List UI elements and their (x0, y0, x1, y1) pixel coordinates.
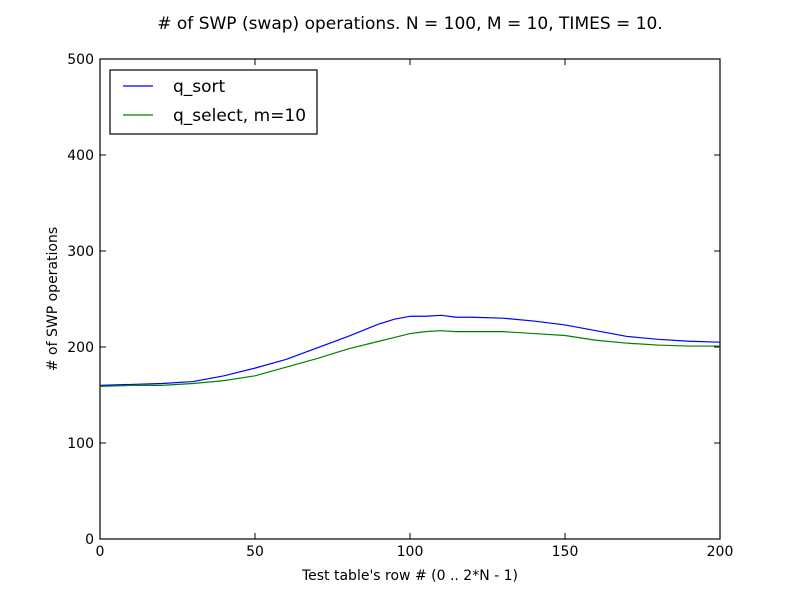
y-axis-label: # of SWP operations (45, 227, 61, 371)
legend-box (109, 69, 318, 135)
legend: q_sort q_select, m=10 (109, 69, 318, 135)
x-tick-label: 200 (707, 544, 734, 560)
x-tick-label: 150 (552, 544, 579, 560)
y-axis: 0 100 200 300 400 500 (67, 52, 720, 548)
x-tick-label: 100 (397, 544, 424, 560)
x-tick-label: 0 (96, 544, 105, 560)
y-tick-label: 100 (67, 436, 94, 452)
legend-label-q-sort: q_sort (173, 77, 226, 97)
y-tick-label: 200 (67, 340, 94, 356)
y-tick-label: 300 (67, 244, 94, 260)
x-axis: 0 50 100 150 200 (96, 59, 734, 560)
y-tick-label: 500 (67, 52, 94, 68)
y-tick-label: 0 (85, 532, 94, 548)
legend-label-q-select: q_select, m=10 (173, 106, 306, 126)
chart-title: # of SWP (swap) operations. N = 100, M =… (157, 14, 662, 34)
series-line-q-select (99, 330, 720, 387)
plot-frame (99, 58, 721, 540)
x-axis-label: Test table's row # (0 .. 2*N - 1) (301, 568, 518, 584)
series-line-q-sort (99, 314, 721, 386)
x-tick-label: 50 (246, 544, 264, 560)
y-tick-label: 400 (67, 148, 94, 164)
series-layer (99, 314, 721, 387)
